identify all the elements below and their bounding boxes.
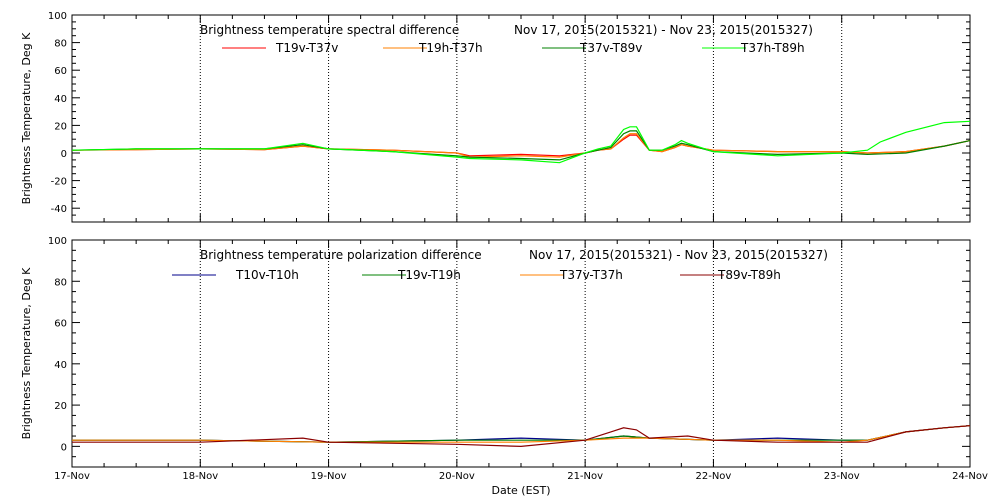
y-tick-label: -20 [51, 177, 67, 188]
y-tick-label: 0 [61, 149, 67, 160]
y-tick-label: -40 [51, 204, 67, 215]
x-tick-label: 22-Nov [695, 471, 731, 482]
y-tick-label: 100 [48, 236, 67, 247]
y-tick-label: 60 [54, 66, 67, 77]
legend-entry: T37v-T37h [559, 268, 623, 282]
y-tick-label: 40 [54, 94, 67, 105]
chart-title: Brightness temperature spectral differen… [200, 23, 459, 37]
legend-entry: T19h-T37h [418, 41, 483, 55]
legend-entry: T37h-T89h [740, 41, 805, 55]
y-tick-label: 20 [54, 401, 67, 412]
y-tick-label: 100 [48, 11, 67, 22]
y-tick-label: 40 [54, 360, 67, 371]
legend-entry: T10v-T10h [235, 268, 299, 282]
chart-subtitle: Nov 17, 2015(2015321) - Nov 23, 2015(201… [514, 23, 813, 37]
plot-frame-1 [71, 14, 971, 223]
y-tick-label: 80 [54, 277, 67, 288]
chart-title: Brightness temperature polarization diff… [200, 248, 482, 262]
y-axis-label: Brightness Temperature, Deg K [20, 267, 33, 439]
y-tick-label: 60 [54, 319, 67, 330]
x-tick-label: 18-Nov [182, 471, 218, 482]
y-tick-label: 80 [54, 39, 67, 50]
x-axis-label: Date (EST) [491, 484, 550, 497]
x-tick-label: 23-Nov [824, 471, 860, 482]
x-tick-label: 19-Nov [311, 471, 347, 482]
legend-entry: T19v-T37v [275, 41, 338, 55]
series-line-t37h-t89h [71, 120, 971, 164]
y-tick-label: 20 [54, 121, 67, 132]
y-axis-label: Brightness Temperature, Deg K [20, 32, 33, 204]
legend-entry: T37v-T89v [579, 41, 642, 55]
chart-subtitle: Nov 17, 2015(2015321) - Nov 23, 2015(201… [529, 248, 828, 262]
plot-frame-2 [71, 239, 971, 468]
x-tick-label: 21-Nov [567, 471, 603, 482]
legend-entry: T89v-T89h [717, 268, 781, 282]
x-tick-label: 24-Nov [952, 471, 988, 482]
legend-entry: T19v-T19h [397, 268, 461, 282]
x-tick-label: 17-Nov [54, 471, 90, 482]
series-line-t89v-t89h [72, 425, 971, 448]
x-tick-label: 20-Nov [439, 471, 475, 482]
y-tick-label: 0 [61, 442, 67, 453]
